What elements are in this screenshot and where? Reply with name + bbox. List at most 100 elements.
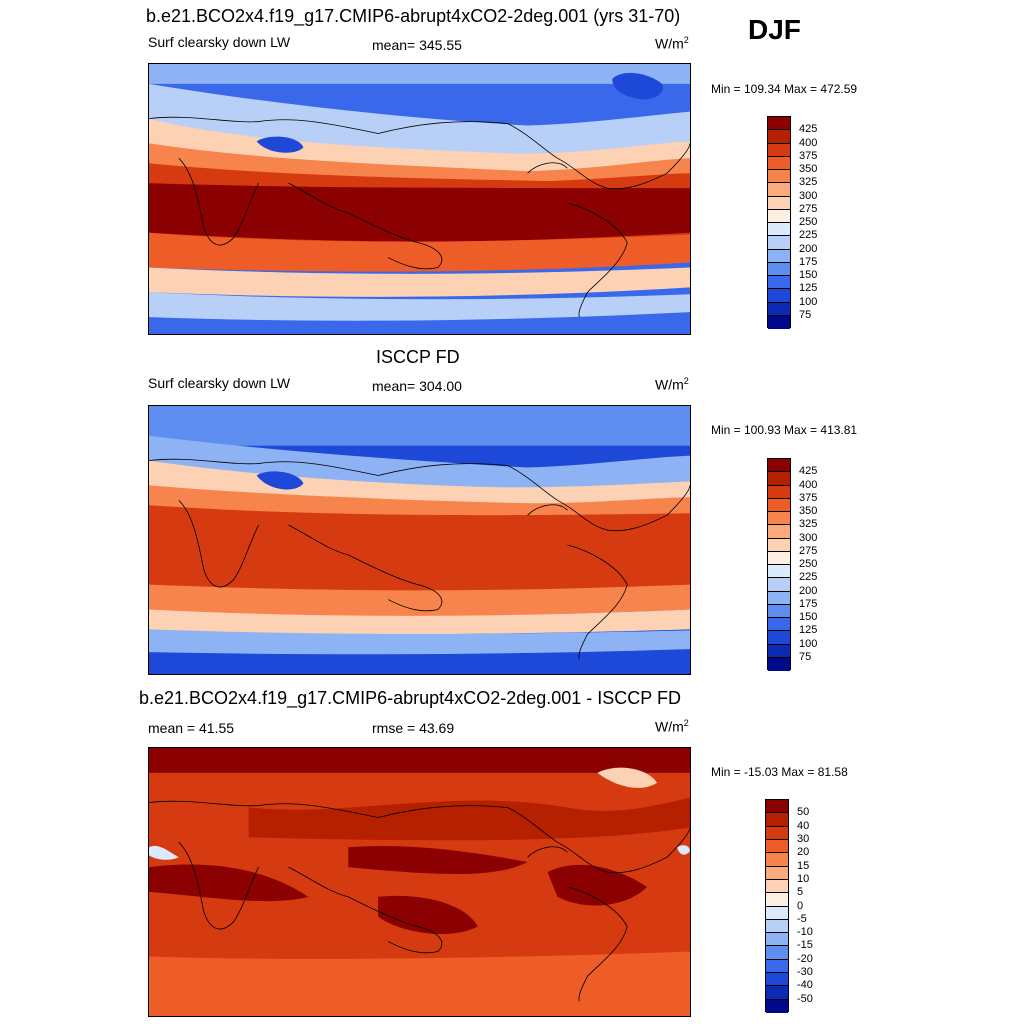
colorbar-swatch xyxy=(766,839,788,854)
colorbar-swatch xyxy=(766,906,788,920)
colorbar-tick-label: 325 xyxy=(799,176,818,189)
colorbar-tick-label: 300 xyxy=(799,531,818,544)
colorbar-swatch xyxy=(768,631,790,645)
colorbar-tick-label: 0 xyxy=(797,899,804,912)
colorbar-tick-label: 175 xyxy=(799,597,818,610)
colorbar-swatch xyxy=(766,893,788,907)
colorbar-swatch xyxy=(766,919,788,934)
colorbar-swatch xyxy=(766,973,788,987)
colorbar-tick-label: -5 xyxy=(797,912,807,925)
colorbar-tick-label: 400 xyxy=(799,478,818,491)
colorbar-tick-label: 20 xyxy=(797,846,810,859)
panel2-units: W/m2 xyxy=(655,376,689,393)
colorbar-tick-label: -20 xyxy=(797,952,813,965)
colorbar-tick-label: 150 xyxy=(799,611,818,623)
colorbar-swatch xyxy=(768,315,790,329)
panel1-mean-label: mean= 345.55 xyxy=(372,37,462,53)
colorbar-swatch xyxy=(768,156,790,170)
colorbar-tick-label: 175 xyxy=(799,255,818,268)
colorbar-tick-label: 125 xyxy=(799,282,818,295)
colorbar-swatch xyxy=(766,999,788,1013)
panel3-title: b.e21.BCO2x4.f19_g17.CMIP6-abrupt4xCO2-2… xyxy=(139,688,681,708)
season-label: DJF xyxy=(748,14,801,45)
panel1-units: W/m2 xyxy=(655,35,689,52)
colorbar-swatch xyxy=(768,236,790,250)
colorbar-swatch xyxy=(768,538,790,552)
colorbar-swatch xyxy=(768,130,790,144)
colorbar-swatch xyxy=(768,170,790,184)
panel3-minmax: Min = -15.03 Max = 81.58 xyxy=(711,765,848,779)
colorbar-swatch xyxy=(768,565,790,579)
colorbar-tick-label: 10 xyxy=(797,872,810,885)
panel3-colorbar xyxy=(765,799,789,1013)
colorbar-swatch xyxy=(768,551,790,565)
colorbar-tick-label: 100 xyxy=(799,295,818,308)
panel2-title: ISCCP FD xyxy=(376,347,460,367)
colorbar-tick-label: 275 xyxy=(799,202,818,215)
panel2-colorbar xyxy=(767,458,791,671)
colorbar-swatch xyxy=(768,196,790,210)
colorbar-tick-label: 375 xyxy=(799,149,818,162)
colorbar-tick-label: 225 xyxy=(799,571,818,584)
colorbar-swatch xyxy=(768,472,790,486)
colorbar-tick-label: 225 xyxy=(799,229,818,242)
colorbar-swatch xyxy=(768,578,790,592)
colorbar-swatch xyxy=(766,800,788,814)
colorbar-tick-label: 50 xyxy=(797,806,810,819)
colorbar-tick-label: 200 xyxy=(799,584,818,597)
colorbar-swatch xyxy=(766,866,788,880)
colorbar-swatch xyxy=(768,512,790,526)
colorbar-swatch xyxy=(768,604,790,618)
colorbar-tick-label: 275 xyxy=(799,544,818,557)
panel2-minmax: Min = 100.93 Max = 413.81 xyxy=(711,423,858,437)
colorbar-tick-label: -40 xyxy=(797,979,813,992)
panel1-variable-label: Surf clearsky down LW xyxy=(148,34,291,50)
colorbar-swatch xyxy=(768,276,790,290)
colorbar-swatch xyxy=(768,289,790,303)
colorbar-swatch xyxy=(766,879,788,894)
colorbar-tick-label: 125 xyxy=(799,624,818,637)
colorbar-swatch xyxy=(766,986,788,1000)
panel3-mean-label: mean = 41.55 xyxy=(148,720,235,736)
panel1-map-field xyxy=(149,64,690,334)
colorbar-swatch xyxy=(768,644,790,658)
colorbar-tick-label: -50 xyxy=(797,992,813,1005)
colorbar-tick-label: 100 xyxy=(799,637,818,650)
colorbar-swatch xyxy=(766,826,788,840)
colorbar-tick-label: -10 xyxy=(797,926,813,939)
colorbar-swatch xyxy=(768,262,790,276)
colorbar-tick-label: 350 xyxy=(799,163,818,175)
colorbar-swatch xyxy=(768,209,790,223)
colorbar-swatch xyxy=(768,657,790,671)
colorbar-tick-label: 250 xyxy=(799,216,818,228)
colorbar-swatch xyxy=(766,813,788,827)
colorbar-swatch xyxy=(768,525,790,539)
colorbar-tick-label: 40 xyxy=(797,819,810,832)
colorbar-tick-label: 400 xyxy=(799,136,818,149)
colorbar-swatch xyxy=(768,591,790,605)
colorbar-tick-label: 250 xyxy=(799,558,818,570)
colorbar-swatch xyxy=(768,223,790,237)
colorbar-tick-label: 150 xyxy=(799,269,818,281)
panel1-minmax: Min = 109.34 Max = 472.59 xyxy=(711,82,858,96)
colorbar-tick-label: 15 xyxy=(797,859,810,872)
colorbar-tick-label: 425 xyxy=(799,123,818,136)
panel1-map xyxy=(148,63,691,335)
colorbar-swatch xyxy=(766,959,788,974)
colorbar-tick-label: 200 xyxy=(799,242,818,255)
panel2-variable-label: Surf clearsky down LW xyxy=(148,375,291,391)
panel2-map-field xyxy=(149,406,690,674)
colorbar-tick-label: 75 xyxy=(799,308,812,321)
colorbar-tick-label: -15 xyxy=(797,939,813,952)
panel3-rmse-label: rmse = 43.69 xyxy=(372,720,455,736)
colorbar-swatch xyxy=(768,117,790,131)
colorbar-swatch xyxy=(766,853,788,867)
panel1-colorbar xyxy=(767,116,791,329)
colorbar-tick-label: -30 xyxy=(797,966,813,979)
colorbar-tick-label: 75 xyxy=(799,650,812,663)
panel3-map xyxy=(148,747,691,1017)
colorbar-swatch xyxy=(768,183,790,197)
colorbar-tick-label: 30 xyxy=(797,832,810,845)
colorbar-tick-label: 350 xyxy=(799,505,818,517)
colorbar-tick-label: 325 xyxy=(799,518,818,531)
